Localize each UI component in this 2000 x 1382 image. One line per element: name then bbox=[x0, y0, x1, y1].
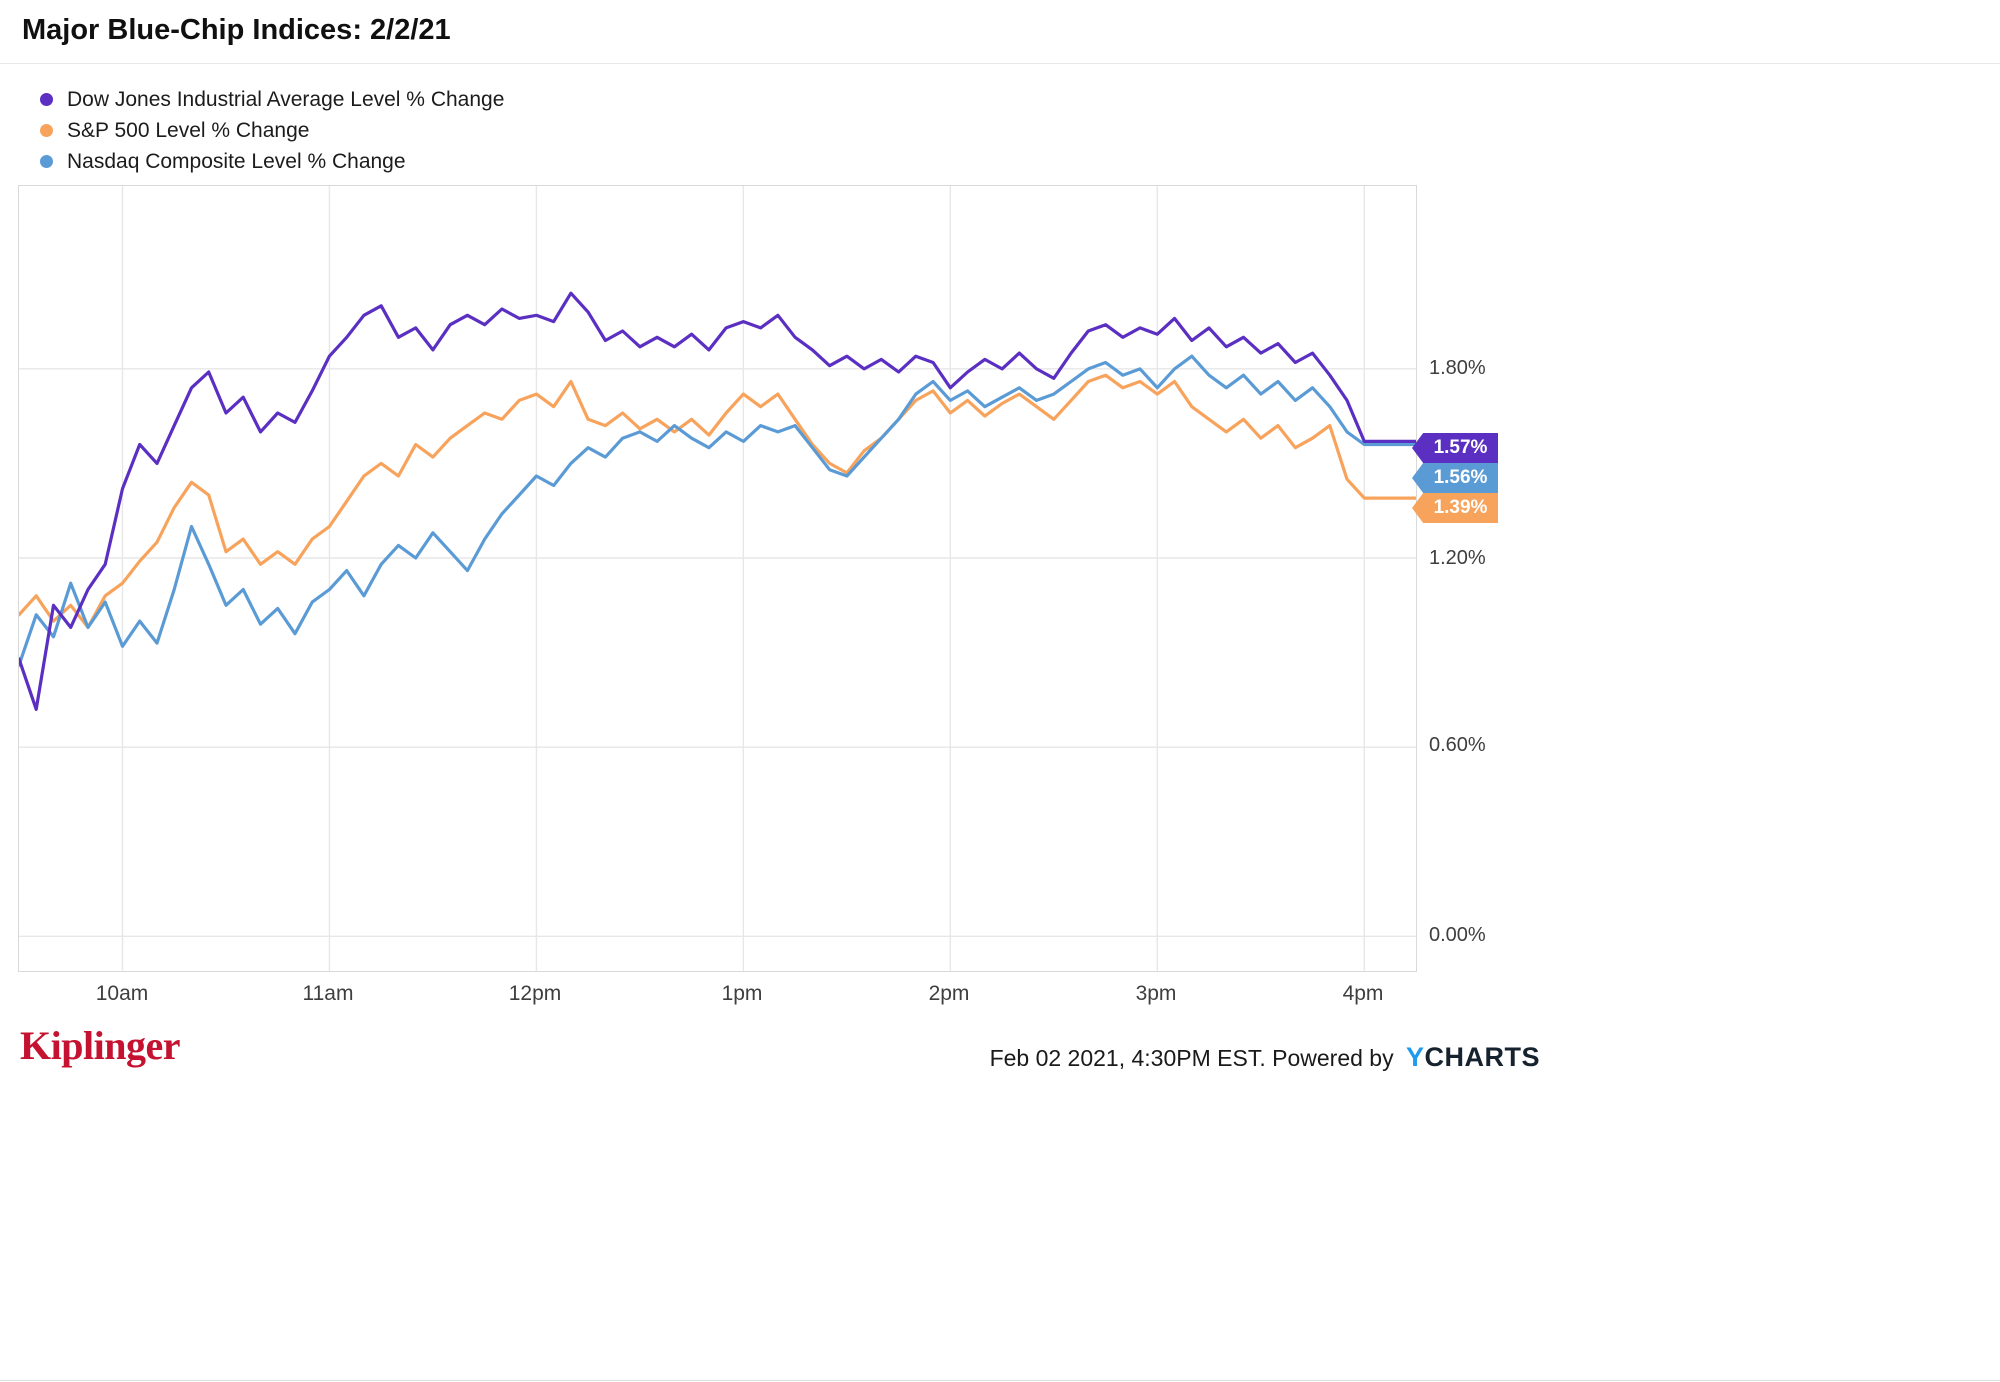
chart-title: Major Blue-Chip Indices: 2/2/21 bbox=[22, 14, 451, 46]
kiplinger-logo: Kiplinger bbox=[20, 1023, 180, 1068]
x-tick-label: 12pm bbox=[508, 982, 562, 1005]
legend-item: Dow Jones Industrial Average Level % Cha… bbox=[40, 84, 504, 115]
ycharts-y-icon: Y bbox=[1405, 1042, 1425, 1072]
bottom-divider bbox=[0, 1380, 2000, 1381]
y-tick-label: 0.00% bbox=[1429, 924, 1486, 946]
y-tick-label: 0.60% bbox=[1429, 734, 1486, 756]
x-tick-label: 11am bbox=[302, 982, 354, 1005]
x-tick-label: 4pm bbox=[1342, 982, 1384, 1005]
end-tag: 1.39% bbox=[1412, 493, 1498, 523]
legend-item: S&P 500 Level % Change bbox=[40, 115, 504, 146]
ycharts-logo: YCHARTS bbox=[1405, 1042, 1540, 1072]
legend-dot-icon bbox=[40, 93, 53, 106]
x-tick-label: 1pm bbox=[721, 982, 763, 1005]
x-tick-label: 10am bbox=[95, 982, 149, 1005]
legend-label: Nasdaq Composite Level % Change bbox=[67, 149, 406, 173]
legend-item: Nasdaq Composite Level % Change bbox=[40, 146, 504, 177]
end-tag: 1.57% bbox=[1412, 433, 1498, 463]
title-divider bbox=[0, 63, 2000, 64]
legend-label: S&P 500 Level % Change bbox=[67, 118, 310, 142]
legend-dot-icon bbox=[40, 155, 53, 168]
y-tick-label: 1.80% bbox=[1429, 357, 1486, 379]
y-tick-label: 1.20% bbox=[1429, 547, 1486, 569]
footer-attribution: Feb 02 2021, 4:30PM EST. Powered by YCHA… bbox=[990, 1042, 1540, 1073]
x-tick-label: 3pm bbox=[1135, 982, 1177, 1005]
x-tick-label: 2pm bbox=[928, 982, 970, 1005]
plot-area bbox=[18, 185, 1417, 972]
legend: Dow Jones Industrial Average Level % Cha… bbox=[40, 84, 504, 177]
legend-dot-icon bbox=[40, 124, 53, 137]
end-tag: 1.56% bbox=[1412, 463, 1498, 493]
plot-svg bbox=[19, 186, 1416, 971]
legend-label: Dow Jones Industrial Average Level % Cha… bbox=[67, 87, 505, 111]
footer-timestamp: Feb 02 2021, 4:30PM EST. Powered by bbox=[989, 1045, 1394, 1071]
